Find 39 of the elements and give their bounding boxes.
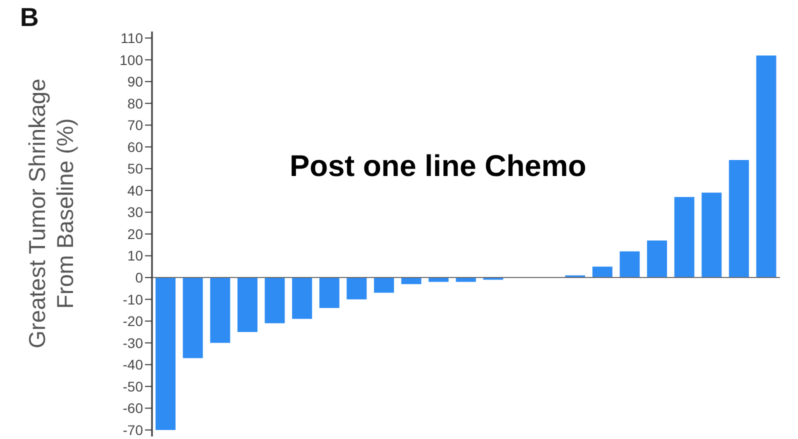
y-tick-label: -50 xyxy=(122,378,144,394)
y-tick-label: -40 xyxy=(122,356,144,373)
y-tick-label: -60 xyxy=(122,400,144,416)
y-tick-label: 20 xyxy=(127,226,144,242)
y-tick-label: 60 xyxy=(127,138,144,155)
y-tick-label: 90 xyxy=(127,74,144,90)
y-tick-label: -70 xyxy=(122,422,144,438)
y-tick-label: 70 xyxy=(127,117,144,134)
bar xyxy=(647,240,668,278)
bar xyxy=(346,278,367,300)
bar xyxy=(264,278,285,324)
bar xyxy=(237,278,258,332)
bar xyxy=(401,278,422,284)
y-tick-label: 0 xyxy=(135,270,144,286)
text: Post one line Chemo xyxy=(288,150,588,184)
text: B xyxy=(20,2,39,33)
y-tick-label: 110 xyxy=(120,30,144,46)
y-tick-label: 40 xyxy=(127,182,144,198)
bar xyxy=(156,278,176,430)
y-axis-title: Greatest Tumor Shrinkage From Baseline (%) xyxy=(24,78,78,348)
bar xyxy=(702,192,722,278)
bar xyxy=(292,278,312,319)
y-tick-label: -10 xyxy=(122,291,144,308)
y-tick-label: 50 xyxy=(127,160,144,177)
bar xyxy=(728,160,749,278)
y-tick-label: -20 xyxy=(122,313,144,330)
bar xyxy=(592,266,612,278)
bar xyxy=(674,196,694,278)
y-tick-label: 100 xyxy=(120,52,144,68)
bar xyxy=(374,278,394,293)
bar xyxy=(210,278,230,343)
bar xyxy=(756,55,776,278)
bar xyxy=(620,251,640,278)
y-tick-label: 10 xyxy=(127,248,144,264)
y-tick-label: 80 xyxy=(127,95,144,112)
bar xyxy=(182,278,203,358)
bar xyxy=(319,278,340,308)
y-tick-label: 30 xyxy=(127,204,144,220)
y-tick-label: -30 xyxy=(122,334,144,351)
